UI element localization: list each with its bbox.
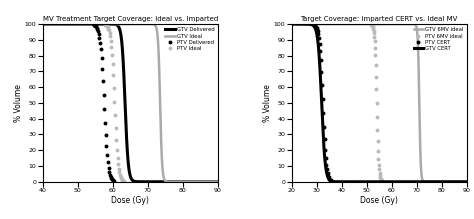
Title: MV Treatment Target Coverage: Ideal vs. Imparted: MV Treatment Target Coverage: Ideal vs. … — [43, 16, 218, 22]
X-axis label: Dose (Gy): Dose (Gy) — [111, 196, 149, 205]
Legend: GTV 6MV ideal, PTV 6MV ideal, PTV CERT, GTV CERT: GTV 6MV ideal, PTV 6MV ideal, PTV CERT, … — [413, 27, 464, 52]
Title: Target Coverage: Imparted CERT vs. Ideal MV: Target Coverage: Imparted CERT vs. Ideal… — [301, 16, 458, 22]
Legend: GTV Delivered, GTV Ideal, PTV Delivered, PTV Ideal: GTV Delivered, GTV Ideal, PTV Delivered,… — [165, 27, 215, 52]
Y-axis label: % Volume: % Volume — [14, 84, 23, 122]
X-axis label: Dose (Gy): Dose (Gy) — [360, 196, 398, 205]
Y-axis label: % Volume: % Volume — [264, 84, 273, 122]
